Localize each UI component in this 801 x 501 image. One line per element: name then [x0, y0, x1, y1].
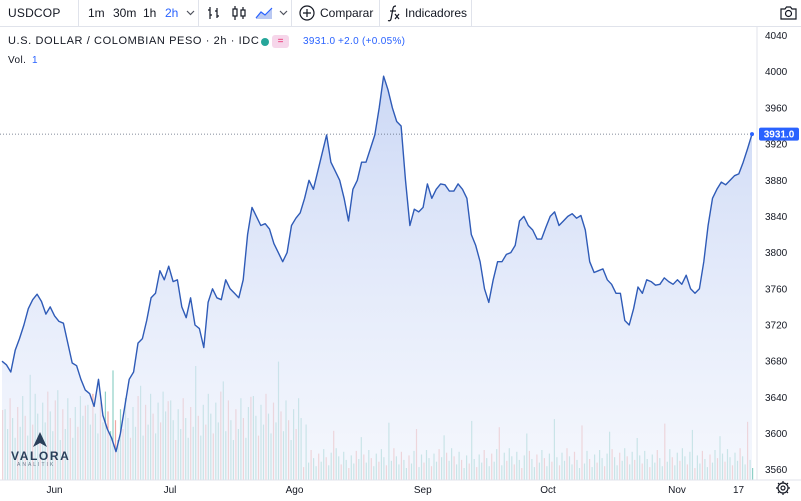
price-area-fill: [2, 76, 752, 480]
y-tick-label: 3880: [765, 176, 788, 187]
add-circle-icon[interactable]: [299, 5, 315, 21]
y-tick-label: 3680: [765, 357, 788, 368]
volume-label: Vol.: [8, 55, 27, 66]
y-tick-label: 3720: [765, 321, 788, 332]
top-toolbar: USDCOP 1m 30m 1h 2h Comparar Ind: [0, 0, 801, 27]
volume-bar: [112, 370, 114, 480]
legend-change: +2.0 (+0.05%): [338, 36, 406, 47]
time-axis[interactable]: Jun Jul Ago Sep Oct Nov 17: [46, 485, 744, 496]
x-tick-label: Jul: [164, 485, 177, 496]
last-price-label: 3931.0: [759, 127, 799, 141]
x-tick-label: Oct: [540, 485, 556, 496]
compare-button[interactable]: Comparar: [320, 6, 374, 20]
last-price-marker: [750, 132, 754, 137]
equals-icon[interactable]: =: [272, 35, 289, 48]
x-tick-label: Nov: [668, 485, 686, 496]
timeframe-2h-button[interactable]: 2h: [165, 6, 179, 20]
y-tick-label: 3760: [765, 284, 788, 295]
market-status-dot: [261, 38, 269, 46]
camera-icon[interactable]: [780, 5, 797, 21]
watermark-subtitle: ANALITIK: [17, 462, 56, 468]
x-tick-label: Ago: [286, 485, 304, 496]
chevron-down-icon[interactable]: [186, 9, 195, 19]
function-icon[interactable]: [387, 4, 401, 22]
toolbar-divider: [78, 0, 79, 26]
candles-icon[interactable]: [231, 5, 247, 21]
y-tick-label: 3800: [765, 248, 788, 259]
indicators-button[interactable]: Indicadores: [405, 6, 468, 20]
watermark-name: VALORA: [11, 449, 71, 463]
toolbar-divider: [379, 0, 380, 26]
y-tick-label: 3600: [765, 429, 788, 440]
x-tick-label: Sep: [414, 485, 432, 496]
y-tick-label: 4000: [765, 67, 788, 78]
volume-bar: [752, 468, 754, 480]
y-tick-label: 3960: [765, 103, 788, 114]
svg-text:3931.0: 3931.0: [764, 130, 795, 141]
y-tick-label: 3560: [765, 465, 788, 476]
symbol-search-button[interactable]: USDCOP: [8, 6, 61, 20]
valora-logo-icon: [33, 432, 47, 447]
price-axis[interactable]: 3560 3600 3640 3680 3720 3760 3800 3840 3880 3920…: [765, 31, 788, 476]
toolbar-divider: [291, 0, 292, 26]
y-tick-label: 4040: [765, 31, 788, 42]
timeframe-1h-button[interactable]: 1h: [143, 6, 157, 20]
toolbar-divider: [471, 0, 472, 26]
y-tick-label: 3840: [765, 212, 788, 223]
legend-last-price: 3931.0: [303, 36, 336, 47]
timeframe-30m-button[interactable]: 30m: [113, 6, 137, 20]
x-tick-label: 17: [733, 485, 745, 496]
area-icon[interactable]: [255, 6, 273, 20]
legend-title: U.S. DOLLAR / COLOMBIAN PESO · 2h · IDC: [8, 35, 260, 47]
x-tick-label: Jun: [46, 485, 62, 496]
volume-value: 1: [32, 55, 38, 66]
y-tick-label: 3640: [765, 393, 788, 404]
chevron-down-icon[interactable]: [279, 9, 288, 19]
toolbar-divider: [198, 0, 199, 26]
bars-icon[interactable]: [206, 5, 222, 21]
timeframe-1m-button[interactable]: 1m: [88, 6, 105, 20]
price-line: [1, 75, 753, 453]
y-tick-label: 3920: [765, 140, 788, 151]
gear-icon[interactable]: [775, 480, 791, 496]
